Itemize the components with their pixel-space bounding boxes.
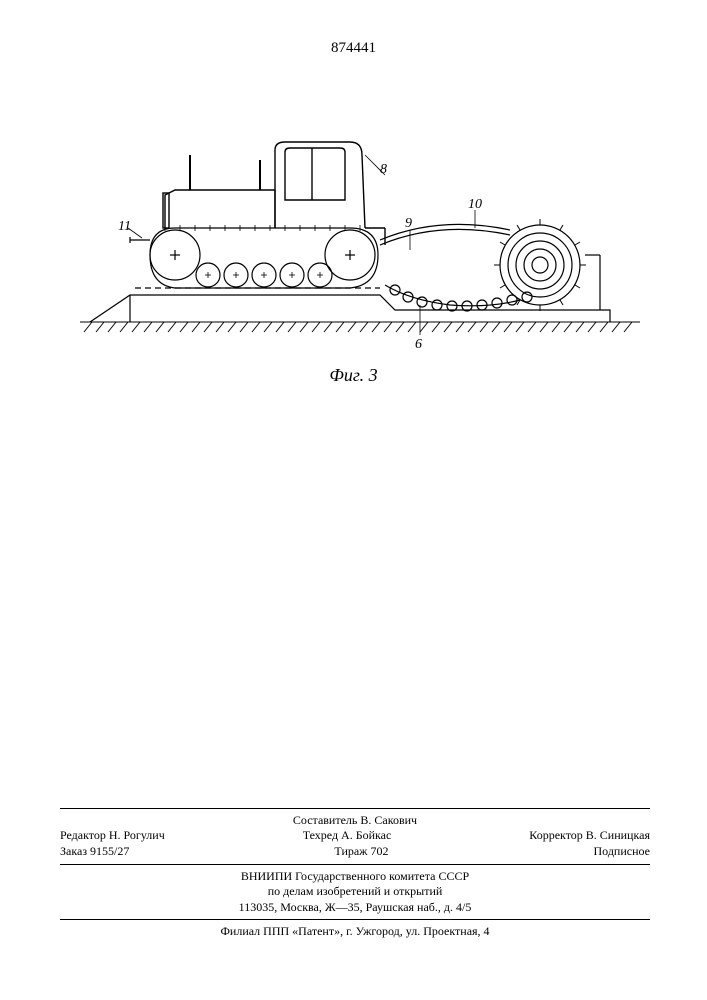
tech-editor: Техред А. Бойкас	[303, 828, 392, 844]
subscription: Подписное	[594, 844, 651, 860]
label-10: 10	[468, 197, 482, 212]
org-line-3: 113035, Москва, Ж—35, Раушская наб., д. …	[60, 900, 650, 916]
org-line-1: ВНИИПИ Государственного комитета СССР	[60, 869, 650, 885]
corrector: Корректор В. Синицкая	[529, 828, 650, 844]
label-9: 9	[405, 216, 412, 231]
order-number: Заказ 9155/27	[60, 844, 129, 860]
label-11: 11	[118, 219, 131, 234]
branch-line: Филиал ППП «Патент», г. Ужгород, ул. Про…	[60, 924, 650, 940]
figure-3: 8 9 10 11 6	[80, 100, 640, 350]
print-run: Тираж 702	[334, 844, 388, 860]
editor: Редактор Н. Рогулич	[60, 828, 165, 844]
patent-number: 874441	[0, 40, 707, 57]
imprint-footer: Составитель В. Сакович Редактор Н. Рогул…	[60, 804, 650, 940]
tractor-diagram: 8 9 10 11 6	[80, 100, 640, 350]
figure-caption: Фиг. 3	[0, 365, 707, 386]
label-6: 6	[415, 337, 422, 350]
compiler-line: Составитель В. Сакович	[60, 813, 650, 829]
label-8: 8	[380, 162, 387, 177]
org-line-2: по делам изобретений и открытий	[60, 884, 650, 900]
page: 874441	[0, 0, 707, 1000]
